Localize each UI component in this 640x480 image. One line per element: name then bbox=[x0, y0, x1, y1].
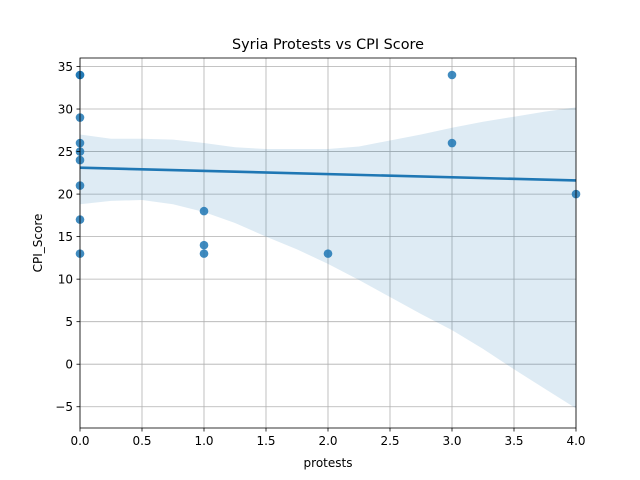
x-tick-label: 3.0 bbox=[442, 434, 461, 448]
axis-ticks: 0.0 0.5 1.0 1.5 2.0 2.5 3.0 3.5 4.0 −5 0 5 10 15 20 25 3… bbox=[55, 60, 585, 448]
data-point bbox=[447, 138, 457, 148]
y-tick-label: 25 bbox=[58, 145, 73, 159]
regression-line-layer bbox=[79, 166, 577, 182]
x-tick-label: 2.0 bbox=[318, 434, 337, 448]
data-point bbox=[199, 240, 209, 250]
y-tick-label: 15 bbox=[58, 230, 73, 244]
data-point bbox=[323, 249, 333, 258]
y-tick-label: 20 bbox=[58, 187, 73, 201]
regression-line bbox=[79, 166, 577, 182]
x-tick-label: 0.5 bbox=[132, 434, 151, 448]
x-tick-label: 2.5 bbox=[380, 434, 399, 448]
data-point bbox=[447, 70, 457, 80]
y-tick-label: 30 bbox=[58, 102, 73, 116]
x-tick-label: 0.0 bbox=[70, 434, 89, 448]
x-axis-title: protests bbox=[304, 456, 353, 470]
y-tick-label: 35 bbox=[58, 60, 73, 74]
y-tick-label: 5 bbox=[65, 315, 73, 329]
data-point bbox=[199, 249, 209, 258]
x-tick-label: 3.5 bbox=[504, 434, 523, 448]
chart-title: Syria Protests vs CPI Score bbox=[232, 37, 424, 53]
y-tick-label: 0 bbox=[65, 358, 73, 372]
y-axis-title: CPI_Score bbox=[31, 214, 45, 273]
x-tick-label: 1.5 bbox=[256, 434, 275, 448]
data-point bbox=[199, 206, 209, 216]
grid bbox=[79, 58, 577, 428]
x-tick-label: 4.0 bbox=[566, 434, 585, 448]
y-tick-label: −5 bbox=[55, 400, 73, 414]
y-tick-label: 10 bbox=[58, 272, 73, 286]
x-tick-label: 1.0 bbox=[194, 434, 213, 448]
